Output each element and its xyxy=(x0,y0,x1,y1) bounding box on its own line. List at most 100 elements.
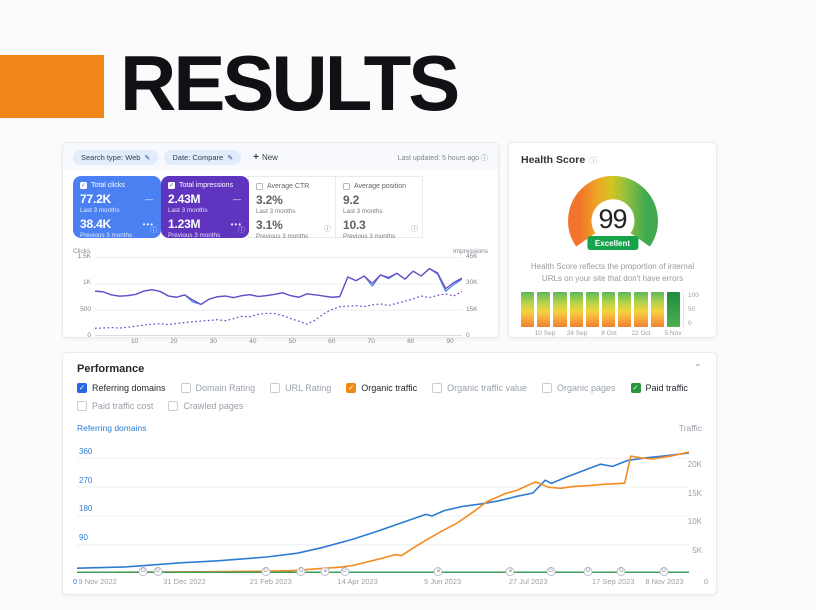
metric-filter-checkbox[interactable]: ✓ Organic traffic xyxy=(346,383,417,393)
health-trend-bar[interactable] xyxy=(537,292,551,328)
metric-label: Average CTR xyxy=(267,183,310,190)
google-update-marker[interactable]: G xyxy=(616,566,626,576)
google-update-marker[interactable]: G xyxy=(153,566,163,576)
checkbox-icon xyxy=(168,401,179,411)
info-icon[interactable]: ⓘ xyxy=(589,155,598,165)
filter-label: URL Rating xyxy=(285,383,332,393)
clicks-impressions-chart[interactable] xyxy=(95,257,462,336)
health-score-title: Health Score xyxy=(521,154,586,166)
filter-label: Paid traffic xyxy=(645,383,688,393)
health-score-gauge: 99 Excellent xyxy=(563,170,663,254)
health-trend-bar[interactable] xyxy=(569,292,583,328)
x-tick-label: 80 xyxy=(407,338,415,345)
y-tick-label: 90 xyxy=(79,533,88,543)
x-tick-label: 24 Sep xyxy=(566,330,588,338)
collapse-chevron-icon[interactable]: ⌃ xyxy=(693,363,702,374)
metric-filter-checkbox[interactable]: Crawled pages xyxy=(168,401,243,411)
info-icon: ⓘ xyxy=(150,227,157,234)
health-trend-bar[interactable] xyxy=(585,292,600,328)
filter-pill[interactable]: Date: Compare ✎ xyxy=(164,150,242,165)
plus-icon: + xyxy=(253,152,259,163)
metric-card[interactable]: ✓ Total clicks 77.2K — Last 3 months 38.4K •••… xyxy=(73,176,161,239)
health-trend-bar[interactable] xyxy=(602,292,616,328)
right-axis-zero: 0 xyxy=(703,577,708,586)
health-trend-bar[interactable] xyxy=(553,292,567,328)
left-axis-name: Clicks xyxy=(73,248,91,255)
new-filter-label: New xyxy=(261,153,278,162)
y-tick-label: 30K xyxy=(466,279,478,287)
health-trend-bar[interactable] xyxy=(618,292,632,328)
metric-value-row: 77.2K — xyxy=(80,192,154,206)
metric-filter-list: ✓ Referring domains Domain Rating URL Ratin… xyxy=(63,381,716,411)
metric-value: 10.3 xyxy=(343,218,366,232)
health-score-trend-chart: 100 50 0 10 Sep 24 Sep 8 Oct 22 Oct 5 Nov xyxy=(521,292,704,338)
health-score-panel: Health Score ⓘ 99 Excellent Health xyxy=(508,142,717,338)
metric-card-header: Average position xyxy=(343,183,415,190)
info-icon: ⓘ xyxy=(324,226,331,233)
health-score-value: 99 xyxy=(598,204,627,234)
y-tick-label: 45K xyxy=(466,253,478,260)
search-console-panel: Search type: Web ✎ Date: Compare ✎ + New La… xyxy=(62,142,499,345)
google-update-marker[interactable]: G xyxy=(546,566,556,576)
metric-period: Last 3 months xyxy=(168,207,208,214)
y-tick-label: 360 xyxy=(79,446,93,456)
x-axis-date-label: 5 Jun 2023 xyxy=(424,577,462,586)
metric-checkbox[interactable]: ✓ xyxy=(168,182,175,189)
health-trend-bar[interactable] xyxy=(650,292,664,328)
filter-label: Referring domains xyxy=(92,383,166,393)
new-filter-button[interactable]: + New xyxy=(253,152,278,163)
metric-value: 38.4K xyxy=(80,217,112,231)
metric-period: Last 3 months xyxy=(80,207,120,214)
metric-filter-checkbox[interactable]: Organic traffic value xyxy=(432,383,527,393)
health-trend-bar[interactable] xyxy=(521,292,535,328)
google-update-marker[interactable]: G xyxy=(138,566,148,576)
metric-card[interactable]: ✓ Total impressions 2.43M — Last 3 months 1.2… xyxy=(161,176,249,239)
metric-checkbox[interactable] xyxy=(256,183,263,190)
metric-filter-checkbox[interactable]: Organic pages xyxy=(542,383,616,393)
filter-label: Domain Rating xyxy=(195,383,256,393)
health-trend-bar[interactable] xyxy=(634,292,648,328)
google-update-marker[interactable]: G xyxy=(583,566,593,576)
metric-value-row: 10.3 xyxy=(343,218,415,232)
checkbox-icon xyxy=(270,383,281,393)
y-tick-label: 180 xyxy=(79,504,93,514)
x-tick-label: 10 xyxy=(130,338,139,345)
y-tick-label: 1.5K xyxy=(77,253,91,260)
google-update-marker[interactable]: G xyxy=(296,566,306,576)
google-update-marker[interactable]: a xyxy=(505,566,515,576)
metric-filter-checkbox[interactable]: URL Rating xyxy=(270,383,331,393)
metric-card[interactable]: Average position 9.2 Last 3 months 10.3 Prev… xyxy=(335,176,423,240)
filter-pill[interactable]: Search type: Web ✎ xyxy=(73,150,159,165)
metric-filter-checkbox[interactable]: Paid traffic cost xyxy=(77,401,153,411)
checkbox-icon: ✓ xyxy=(346,383,357,393)
metric-card[interactable]: Average CTR 3.2% Last 3 months 3.1% Previous… xyxy=(248,176,336,240)
last-updated-value: Last updated: 5 hours ago xyxy=(397,154,480,162)
metric-filter-checkbox[interactable]: ✓ Referring domains xyxy=(77,383,166,393)
y-tick-label: 0 xyxy=(466,332,470,339)
google-update-marker[interactable]: a xyxy=(320,566,330,576)
metric-filter-checkbox[interactable]: Domain Rating xyxy=(180,383,256,393)
metric-filter-checkbox[interactable]: ✓ Paid traffic xyxy=(630,383,688,393)
metric-period: Previous 3 months xyxy=(343,233,396,240)
solid-line-legend: — xyxy=(233,194,242,204)
checkbox-icon xyxy=(542,383,552,393)
google-update-marker[interactable]: G xyxy=(261,566,271,576)
health-score-rating-badge: Excellent xyxy=(586,236,639,250)
metric-checkbox[interactable]: ✓ xyxy=(80,182,87,189)
info-icon: ⓘ xyxy=(238,227,245,234)
metric-period: Previous 3 months xyxy=(168,232,221,239)
y-tick-label: 100 xyxy=(688,292,699,300)
pencil-icon: ✎ xyxy=(227,154,234,162)
health-trend-bar[interactable] xyxy=(666,292,681,328)
google-update-marker[interactable]: a xyxy=(433,566,443,576)
metric-value-row: 9.2 xyxy=(343,193,415,207)
filter-label: Paid traffic cost xyxy=(92,401,154,411)
x-axis-date-label: 14 Apr 2023 xyxy=(337,577,378,586)
metric-value: 1.23M xyxy=(168,217,201,231)
google-update-marker[interactable]: G xyxy=(659,566,669,576)
google-update-marker[interactable]: G xyxy=(340,566,349,576)
y-tick-label: 270 xyxy=(79,475,93,485)
metric-checkbox[interactable] xyxy=(343,183,350,190)
x-axis-date-label: 9 Nov 2022 xyxy=(78,577,117,586)
